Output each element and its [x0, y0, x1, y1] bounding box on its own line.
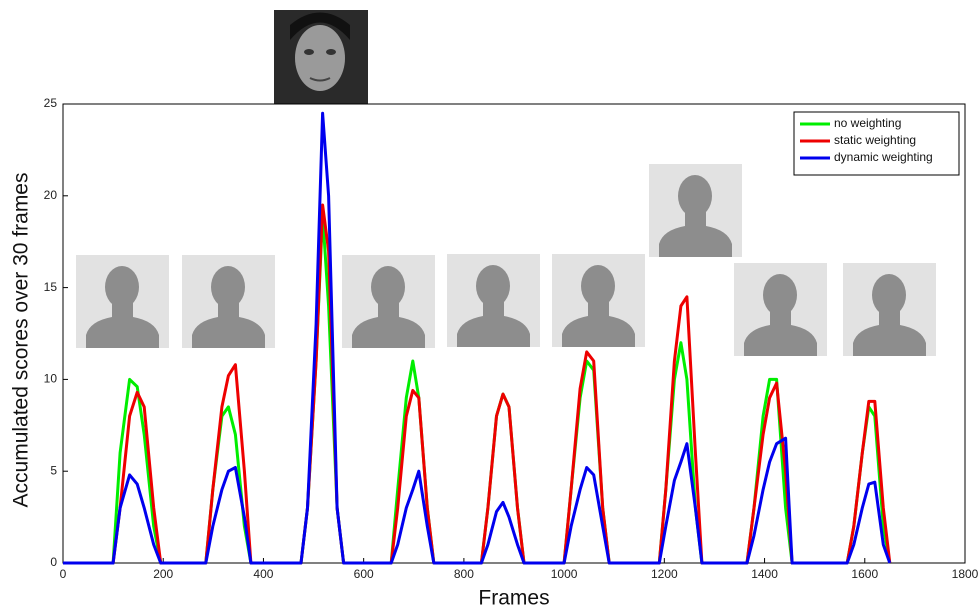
- y-axis-label: Accumulated scores over 30 frames: [10, 173, 33, 508]
- legend-label: no weighting: [834, 116, 901, 130]
- y-tick-label: 20: [44, 188, 58, 202]
- legend-label: static weighting: [834, 133, 916, 147]
- x-tick-label: 1800: [952, 567, 979, 581]
- x-tick-label: 1000: [551, 567, 578, 581]
- legend-label: dynamic weighting: [834, 150, 933, 164]
- x-tick-label: 200: [153, 567, 173, 581]
- y-tick-label: 15: [44, 280, 58, 294]
- x-tick-label: 1200: [651, 567, 678, 581]
- x-tick-label: 800: [454, 567, 474, 581]
- series-line: [63, 111, 892, 565]
- photo: [274, 10, 368, 104]
- y-tick-label: 25: [44, 96, 58, 110]
- y-tick-label: 10: [44, 372, 58, 386]
- series-line: [63, 203, 892, 565]
- x-axis-label: Frames: [478, 587, 549, 610]
- x-tick-label: 600: [354, 567, 374, 581]
- x-tick-label: 0: [60, 567, 67, 581]
- x-tick-label: 400: [253, 567, 273, 581]
- y-tick-label: 0: [50, 555, 57, 569]
- x-tick-label: 1400: [751, 567, 778, 581]
- y-tick-label: 5: [50, 463, 57, 477]
- x-tick-label: 1600: [851, 567, 878, 581]
